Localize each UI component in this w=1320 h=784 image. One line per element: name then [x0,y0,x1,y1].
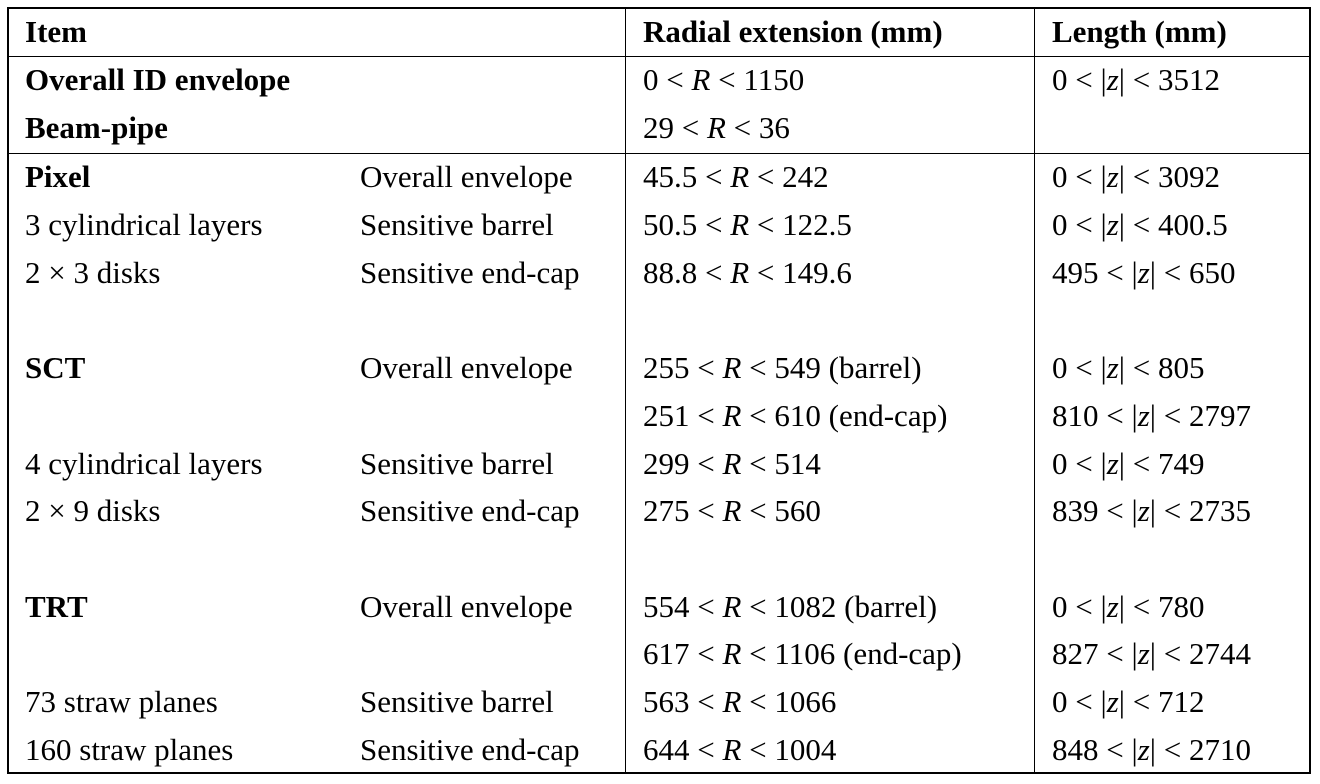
cell-radial: 251 < R < 610 (end-cap) [643,398,948,433]
header-item: Item [25,14,87,49]
cell-length: 0 < |z| < 400.5 [1052,207,1228,242]
detector-table: Item Radial extension (mm) Length (mm) O… [7,7,1311,774]
cell-item: 73 straw planes [25,684,218,719]
cell-radial: 50.5 < R < 122.5 [643,207,852,242]
cell-type: Overall envelope [360,350,573,385]
cell-item: 3 cylindrical layers [25,207,263,242]
cell-length: 0 < |z| < 780 [1052,589,1205,624]
cell-radial: 554 < R < 1082 (barrel) [643,589,938,624]
cell-item: Overall ID envelope [25,62,291,97]
column-divider [1034,9,1035,772]
cell-length: 839 < |z| < 2735 [1052,493,1251,528]
cell-item: 2 × 3 disks [25,255,161,290]
cell-type: Overall envelope [360,589,573,624]
column-divider [625,9,626,772]
cell-length: 810 < |z| < 2797 [1052,398,1251,433]
cell-type: Sensitive barrel [360,207,554,242]
cell-radial: 563 < R < 1066 [643,684,837,719]
cell-radial: 0 < R < 1150 [643,62,805,97]
cell-type: Sensitive barrel [360,446,554,481]
header-radial: Radial extension (mm) [643,14,943,49]
section-divider [9,153,1309,154]
cell-item: Beam-pipe [25,110,168,145]
cell-type: Overall envelope [360,159,573,194]
cell-item: Pixel [25,159,91,194]
cell-item: SCT [25,350,86,385]
cell-type: Sensitive end-cap [360,732,580,767]
cell-type: Sensitive end-cap [360,255,580,290]
cell-radial: 275 < R < 560 [643,493,821,528]
cell-item: TRT [25,589,88,624]
cell-type: Sensitive barrel [360,684,554,719]
cell-radial: 29 < R < 36 [643,110,790,145]
cell-length: 0 < |z| < 3512 [1052,62,1220,97]
cell-item: 4 cylindrical layers [25,446,263,481]
cell-length: 0 < |z| < 712 [1052,684,1205,719]
cell-item: 2 × 9 disks [25,493,161,528]
cell-length: 0 < |z| < 749 [1052,446,1205,481]
cell-length: 0 < |z| < 3092 [1052,159,1220,194]
cell-length: 848 < |z| < 2710 [1052,732,1251,767]
cell-radial: 644 < R < 1004 [643,732,837,767]
cell-length: 495 < |z| < 650 [1052,255,1236,290]
cell-item: 160 straw planes [25,732,234,767]
cell-radial: 617 < R < 1106 (end-cap) [643,636,962,671]
cell-length: 0 < |z| < 805 [1052,350,1205,385]
header-length: Length (mm) [1052,14,1227,49]
cell-radial: 255 < R < 549 (barrel) [643,350,922,385]
cell-radial: 45.5 < R < 242 [643,159,829,194]
cell-radial: 299 < R < 514 [643,446,821,481]
cell-type: Sensitive end-cap [360,493,580,528]
header-divider [9,56,1309,57]
cell-length: 827 < |z| < 2744 [1052,636,1251,671]
cell-radial: 88.8 < R < 149.6 [643,255,852,290]
